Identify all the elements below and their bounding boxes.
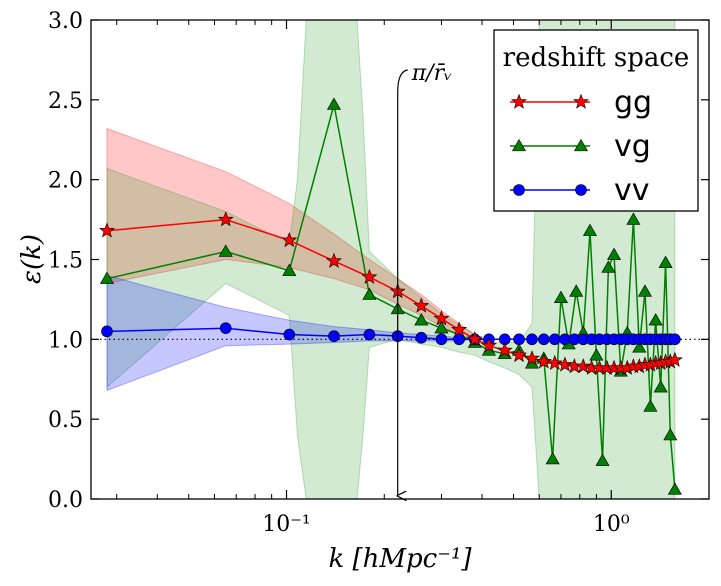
point-vg: [362, 287, 377, 300]
y-tick-label: 3.0: [48, 9, 83, 34]
point-vv: [101, 325, 113, 338]
point-gg: [281, 231, 298, 248]
point-vg: [545, 451, 560, 465]
point-vg: [601, 260, 616, 273]
legend-entry-vg: vg: [510, 129, 651, 164]
legend-title: redshift space: [503, 43, 690, 73]
point-vv: [415, 331, 428, 344]
x-axis-title: k [hMpc⁻¹]: [328, 544, 472, 574]
series-line-vg: [106, 104, 676, 490]
legend-entries: gg vg vv: [510, 85, 652, 208]
point-vg: [667, 482, 682, 495]
point-vv: [526, 333, 538, 346]
point-gg: [217, 211, 234, 227]
point-vg: [607, 247, 622, 260]
series-gg: [99, 211, 683, 375]
point-vv: [363, 328, 376, 341]
point-gg: [511, 346, 527, 363]
y-axis-title: ε(k): [17, 234, 47, 284]
legend-box: [493, 29, 699, 212]
point-gg: [480, 337, 497, 353]
point-vv: [513, 333, 525, 346]
y-tick-label: 1.0: [48, 328, 83, 353]
point-gg: [451, 321, 468, 337]
point-vv: [219, 322, 232, 334]
point-vg: [637, 284, 652, 297]
point-gg: [556, 356, 573, 372]
point-vv: [435, 333, 448, 346]
point-vv: [669, 333, 681, 346]
point-gg: [524, 350, 540, 366]
y-tick-label: 0.5: [48, 408, 83, 433]
legend-label: vg: [614, 129, 651, 164]
point-vv: [453, 333, 465, 346]
point-vg: [648, 313, 663, 326]
point-gg: [546, 354, 563, 371]
point-vg: [326, 97, 341, 110]
point-vv: [328, 330, 340, 342]
point-vg: [658, 255, 673, 268]
point-vg: [582, 223, 597, 236]
legend-entry-vv: vv: [510, 173, 650, 208]
annotation: π/r̄ᵥ: [398, 61, 453, 496]
point-vg: [595, 453, 610, 466]
point-gg: [535, 353, 552, 369]
point-gg: [413, 297, 430, 313]
legend: redshift space gg vg vv: [493, 29, 699, 212]
series-layer: [99, 97, 683, 495]
series-vv: [101, 322, 681, 346]
point-gg: [99, 222, 115, 238]
point-vg: [632, 340, 647, 353]
point-vg: [589, 348, 604, 361]
point-vg: [434, 321, 449, 334]
point-gg: [361, 268, 378, 284]
point-vg: [653, 380, 668, 393]
legend-marker: [573, 93, 589, 109]
legend-label: vv: [614, 173, 650, 208]
axes: 0.0 0.5 1.0 1.5 2.0 2.5 3.0 10⁻¹ 10⁰: [48, 9, 709, 537]
point-gg: [496, 342, 513, 358]
point-vv: [548, 333, 561, 346]
point-gg: [433, 310, 450, 326]
legend-marker: [511, 138, 527, 152]
point-vv: [283, 328, 296, 341]
y-tick-label: 1.5: [48, 249, 83, 274]
x-tick-label: 10⁻¹: [262, 512, 310, 537]
legend-entry-gg: gg: [510, 85, 652, 120]
point-vg: [626, 212, 641, 225]
legend-marker: [575, 184, 587, 196]
annotation-label: π/r̄ᵥ: [411, 61, 453, 86]
legend-marker: [573, 138, 589, 152]
point-gg: [666, 351, 683, 367]
point-gg: [326, 252, 342, 268]
legend-marker: [513, 184, 525, 196]
point-vg: [218, 244, 233, 257]
point-vg: [414, 313, 429, 326]
point-vg: [663, 428, 678, 441]
point-vg: [569, 284, 584, 297]
point-vv: [538, 333, 550, 346]
point-vg: [282, 263, 297, 276]
legend-label: gg: [614, 85, 652, 120]
point-gg: [466, 330, 483, 347]
point-vg: [553, 290, 568, 303]
legend-marker: [511, 93, 527, 109]
point-vg: [643, 399, 658, 412]
y-tick-label: 2.0: [48, 169, 83, 194]
x-tick-label: 10⁰: [593, 512, 630, 537]
point-gg: [575, 358, 592, 374]
annotation-arrow: [398, 69, 408, 496]
y-tick-label: 0.0: [48, 488, 83, 513]
point-vg: [99, 271, 114, 284]
y-tick-label: 2.5: [48, 89, 83, 114]
